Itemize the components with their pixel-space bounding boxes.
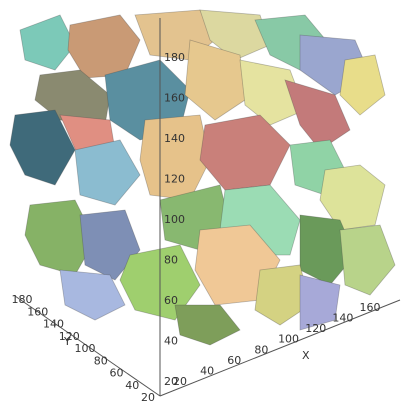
y-tick-label: 40 [125, 379, 139, 392]
voronoi-cells [9, 9, 396, 346]
y-tick-label: 80 [94, 354, 108, 367]
axes [14, 18, 401, 397]
z-tick-label: 160 [164, 92, 185, 105]
z-tick-label: 180 [164, 51, 185, 64]
y-tick-label: 60 [110, 367, 124, 380]
z-tick-label: 140 [164, 132, 185, 145]
x-tick-label: 100 [278, 333, 299, 346]
x-tick-label: 160 [360, 301, 381, 314]
x-tick-label: 120 [305, 322, 326, 335]
y-tick-label: 140 [43, 318, 64, 331]
z-tick-label: 100 [164, 213, 185, 226]
x-tick-label: 60 [227, 354, 241, 367]
y-axis-label: Y [63, 335, 71, 348]
y-tick-label: 180 [12, 293, 33, 306]
y-tick-label: 160 [27, 305, 48, 318]
z-tick-label: 40 [164, 335, 178, 348]
z-tick-label: 20 [164, 375, 178, 388]
x-axis-label: X [302, 349, 310, 362]
z-tick-label: 60 [164, 294, 178, 307]
y-tick-label: 20 [141, 391, 155, 404]
y-tick-label: 100 [75, 342, 96, 355]
x-tick-label: 80 [254, 343, 268, 356]
x-tick-label: 40 [200, 364, 214, 377]
z-tick-label: 80 [164, 254, 178, 267]
z-tick-label: 120 [164, 173, 185, 186]
x-tick-label: 140 [332, 312, 353, 325]
x-tick-label: 20 [173, 375, 187, 388]
y-tick-label: 120 [59, 330, 80, 343]
